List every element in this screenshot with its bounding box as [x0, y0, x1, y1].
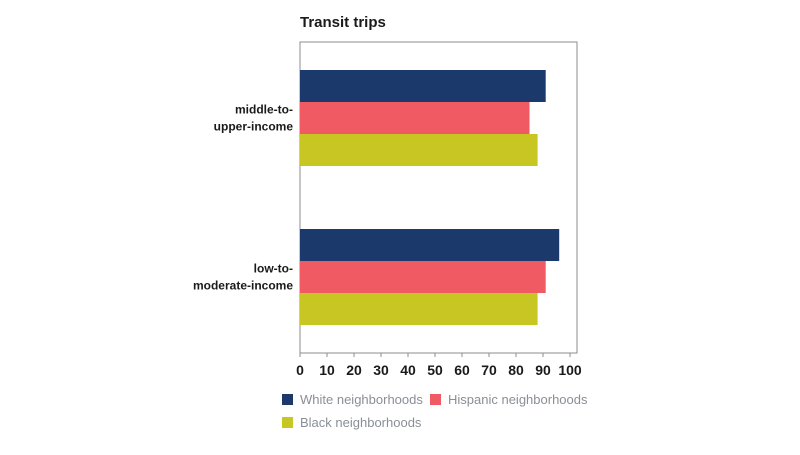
legend: White neighborhoods Hispanic neighborhood… — [282, 392, 588, 430]
plot-frame — [299, 41, 578, 354]
x-axis-ticks: 0 10 20 30 40 50 60 70 80 90 100 — [296, 353, 582, 378]
legend-swatch — [430, 394, 441, 405]
x-tick-label: 100 — [558, 362, 582, 378]
x-tick-label: 90 — [535, 362, 551, 378]
x-tick-label: 0 — [296, 362, 304, 378]
x-tick-label: 10 — [319, 362, 335, 378]
bar-white-1 — [300, 229, 560, 261]
x-tick-label: 50 — [427, 362, 443, 378]
category-label: middle-to- — [235, 103, 293, 117]
x-tick-label: 30 — [373, 362, 389, 378]
legend-label: Black neighborhoods — [300, 415, 422, 430]
category-label: upper-income — [214, 120, 294, 134]
x-tick-label: 80 — [508, 362, 524, 378]
bar-hispanic-1 — [300, 261, 546, 293]
x-tick-label: 60 — [454, 362, 470, 378]
legend-label: Hispanic neighborhoods — [448, 392, 588, 407]
chart-title: Transit trips — [300, 14, 386, 31]
bars-group — [300, 70, 560, 325]
bar-white-0 — [300, 70, 546, 102]
bar-black-0 — [300, 134, 538, 166]
legend-label: White neighborhoods — [300, 392, 423, 407]
legend-swatch — [282, 417, 293, 428]
bar-hispanic-0 — [300, 102, 530, 134]
x-tick-label: 20 — [346, 362, 362, 378]
bar-black-1 — [300, 293, 538, 325]
x-tick-label: 40 — [400, 362, 416, 378]
category-label: moderate-income — [193, 279, 293, 293]
category-label: low-to- — [254, 262, 293, 276]
x-tick-label: 70 — [481, 362, 497, 378]
legend-swatch — [282, 394, 293, 405]
category-labels: middle-to-upper-income low-to-moderate-in… — [193, 103, 293, 293]
